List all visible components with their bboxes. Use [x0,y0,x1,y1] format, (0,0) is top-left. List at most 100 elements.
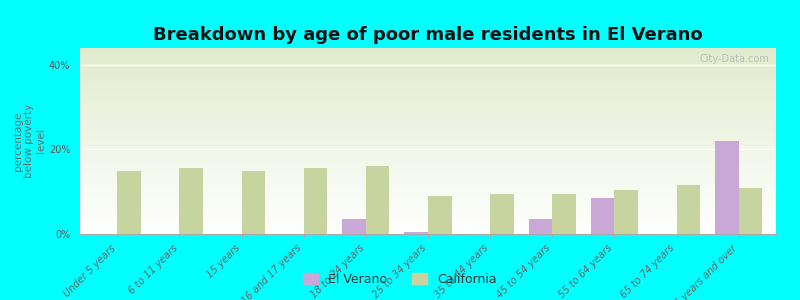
Bar [80,207,776,208]
Bar [80,145,776,146]
Bar [80,146,776,147]
Bar [80,80,776,82]
Bar [80,183,776,184]
Bar [80,150,776,151]
Bar [80,177,776,178]
Bar [80,136,776,137]
Bar [80,178,776,179]
Bar [80,192,776,193]
Bar [80,52,776,53]
Bar [80,95,776,96]
Bar [80,54,776,56]
Bar [80,154,776,156]
Bar [80,94,776,95]
Bar [118,171,141,234]
Bar [80,79,776,80]
Bar [242,171,265,234]
Bar [80,203,776,204]
Bar [80,126,776,128]
Bar [80,148,776,150]
Bar [80,86,776,88]
Bar [591,198,614,234]
Bar [80,220,776,222]
Bar [80,83,776,84]
Bar [738,188,762,234]
Bar [80,204,776,206]
Bar [80,96,776,98]
Bar [80,85,776,86]
Bar [80,186,776,187]
Bar [80,61,776,63]
Bar [80,225,776,226]
Bar [80,53,776,54]
Bar [80,187,776,188]
Bar [80,210,776,212]
Bar [80,73,776,74]
Bar [80,200,776,202]
Bar [80,140,776,141]
Bar [80,212,776,213]
Bar [80,103,776,104]
Bar [80,166,776,167]
Bar [80,98,776,99]
Bar [80,202,776,203]
Bar [80,214,776,215]
Bar [80,218,776,219]
Bar [80,68,776,69]
Bar [80,65,776,67]
Bar [80,151,776,152]
Bar [80,196,776,197]
Bar [80,82,776,83]
Bar [80,157,776,158]
Bar [80,165,776,166]
Bar [80,139,776,140]
Bar [80,49,776,50]
Bar [80,57,776,58]
Bar [80,169,776,171]
Bar [80,100,776,101]
Bar [80,230,776,232]
Bar [80,74,776,75]
Bar [80,198,776,199]
Bar [80,92,776,93]
Bar [614,190,638,234]
Bar [490,194,514,234]
Bar [80,59,776,60]
Bar [80,114,776,115]
Bar [80,99,776,100]
Bar [80,213,776,214]
Bar [80,217,776,218]
Bar [80,90,776,92]
Bar [80,158,776,160]
Bar [404,232,428,234]
Bar [80,131,776,132]
Bar [80,181,776,182]
Bar [80,209,776,210]
Bar [80,109,776,110]
Bar [80,76,776,78]
Bar [80,105,776,106]
Bar [80,124,776,125]
Bar [80,156,776,157]
Title: Breakdown by age of poor male residents in El Verano: Breakdown by age of poor male residents … [153,26,703,44]
Bar [80,215,776,217]
Bar [80,168,776,169]
Bar [80,167,776,168]
Bar [80,160,776,161]
Bar [80,129,776,130]
Bar [80,222,776,223]
Bar [715,141,738,234]
Bar [80,172,776,173]
Bar [80,104,776,105]
Bar [80,223,776,224]
Bar [80,106,776,107]
Bar [80,75,776,76]
Bar [80,226,776,228]
Bar [80,88,776,89]
Bar [80,193,776,194]
Bar [80,48,776,49]
Bar [80,173,776,175]
Bar [80,60,776,62]
Bar [80,134,776,135]
Bar [80,142,776,143]
